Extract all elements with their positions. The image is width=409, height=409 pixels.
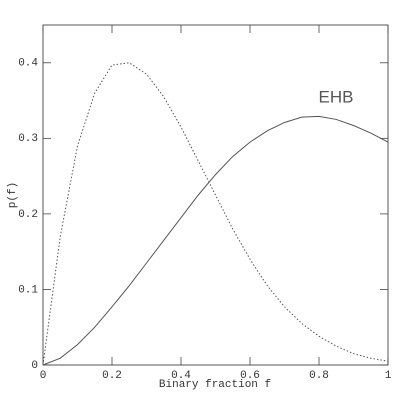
x-tick-label: 1 [385,370,392,382]
y-tick-label: 0.3 [18,133,38,145]
annotation: EHB [319,87,354,106]
x-tick-label: 0 [40,370,47,382]
x-axis-label: Binary fraction f [159,379,271,391]
line-series [42,115,389,366]
x-tick-label: 0.4 [171,370,191,382]
line-series [42,62,389,366]
y-axis-label: p(f) [7,182,19,208]
y-tick-label: 0.2 [18,209,38,221]
x-tick-label: 0.6 [240,370,260,382]
y-tick-label: 0.4 [18,58,38,70]
x-tick-label: 0.2 [102,370,122,382]
x-tick-label: 0.8 [309,370,329,382]
y-tick-label: 0.1 [18,284,38,296]
plot-frame [42,24,389,366]
y-tick-label: 0 [31,360,38,372]
